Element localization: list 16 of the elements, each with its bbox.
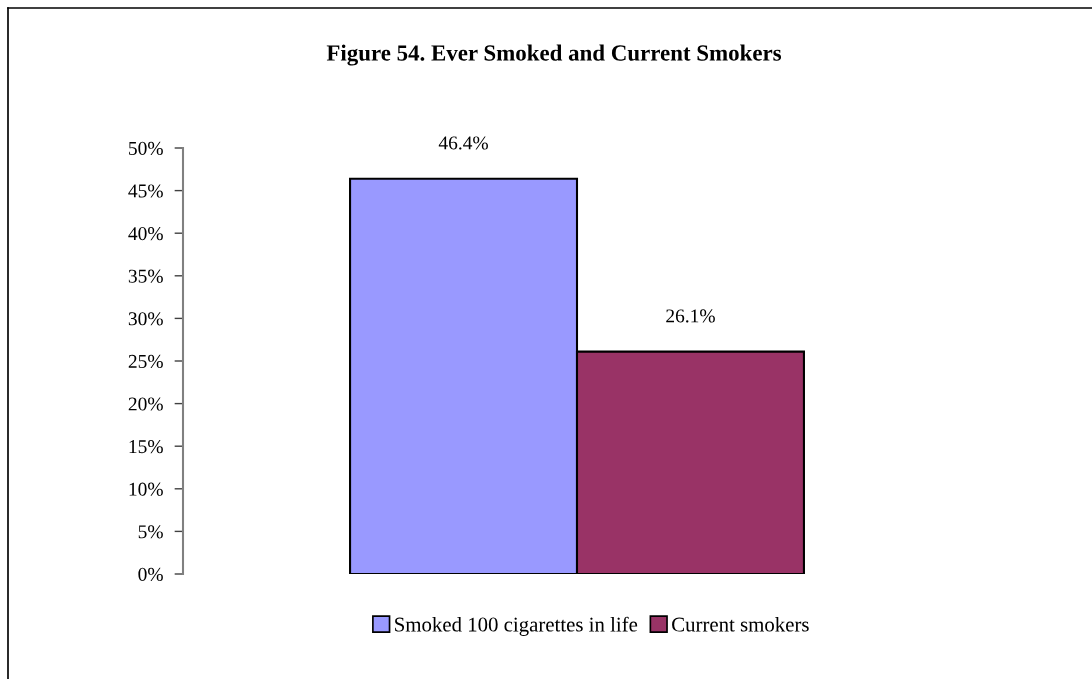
- legend-label: Smoked 100 cigarettes in life: [395, 616, 638, 636]
- y-tick-label: 10%: [129, 482, 163, 496]
- y-tick-label: 35%: [128, 269, 163, 283]
- y-tick-label: 5%: [138, 525, 163, 539]
- y-tick-label: 30%: [128, 312, 163, 326]
- y-tick-label: 40%: [128, 227, 163, 241]
- y-tick-label: 25%: [128, 354, 163, 368]
- y-tick-label: 15%: [129, 440, 163, 454]
- y-tick-label: 45%: [128, 184, 163, 198]
- data-label: 26.1%: [666, 309, 715, 323]
- y-tick-label: 50%: [129, 141, 163, 155]
- y-tick-label: 0%: [138, 567, 163, 581]
- legend-label: Current smokers: [672, 616, 809, 632]
- y-tick-label: 20%: [128, 397, 163, 411]
- chart-title: Figure 54. Ever Smoked and Current Smokers: [326, 44, 782, 66]
- data-label: 46.4%: [438, 136, 488, 150]
